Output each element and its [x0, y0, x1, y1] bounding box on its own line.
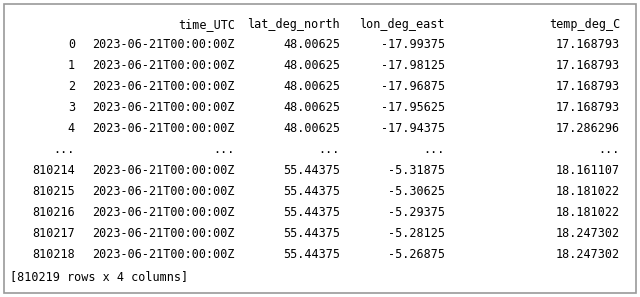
Text: 2023-06-21T00:00:00Z: 2023-06-21T00:00:00Z [93, 101, 235, 114]
Text: 55.44375: 55.44375 [283, 206, 340, 219]
Text: 2023-06-21T00:00:00Z: 2023-06-21T00:00:00Z [93, 227, 235, 240]
Text: ...: ... [424, 143, 445, 156]
Text: 2023-06-21T00:00:00Z: 2023-06-21T00:00:00Z [93, 80, 235, 93]
Text: 810218: 810218 [32, 248, 75, 261]
Text: 2: 2 [68, 80, 75, 93]
Text: 48.00625: 48.00625 [283, 38, 340, 51]
Text: ...: ... [319, 143, 340, 156]
Text: 17.168793: 17.168793 [556, 38, 620, 51]
Text: 2023-06-21T00:00:00Z: 2023-06-21T00:00:00Z [93, 206, 235, 219]
Text: 18.181022: 18.181022 [556, 206, 620, 219]
Text: -17.95625: -17.95625 [381, 101, 445, 114]
Text: -5.28125: -5.28125 [388, 227, 445, 240]
Text: 810214: 810214 [32, 164, 75, 177]
Text: 810215: 810215 [32, 185, 75, 198]
Text: -17.98125: -17.98125 [381, 59, 445, 72]
Text: 1: 1 [68, 59, 75, 72]
Text: 2023-06-21T00:00:00Z: 2023-06-21T00:00:00Z [93, 59, 235, 72]
Text: -5.26875: -5.26875 [388, 248, 445, 261]
Text: -5.29375: -5.29375 [388, 206, 445, 219]
Text: 2023-06-21T00:00:00Z: 2023-06-21T00:00:00Z [93, 248, 235, 261]
Text: -5.30625: -5.30625 [388, 185, 445, 198]
Text: -17.94375: -17.94375 [381, 122, 445, 135]
Text: 48.00625: 48.00625 [283, 101, 340, 114]
Text: 17.286296: 17.286296 [556, 122, 620, 135]
Text: 18.181022: 18.181022 [556, 185, 620, 198]
Text: ...: ... [54, 143, 75, 156]
Text: [810219 rows x 4 columns]: [810219 rows x 4 columns] [10, 270, 188, 283]
Text: lat_deg_north: lat_deg_north [248, 18, 340, 31]
Text: 48.00625: 48.00625 [283, 122, 340, 135]
Text: 810216: 810216 [32, 206, 75, 219]
Text: 2023-06-21T00:00:00Z: 2023-06-21T00:00:00Z [93, 164, 235, 177]
Text: 17.168793: 17.168793 [556, 80, 620, 93]
Text: -17.96875: -17.96875 [381, 80, 445, 93]
Text: temp_deg_C: temp_deg_C [548, 18, 620, 31]
Text: 4: 4 [68, 122, 75, 135]
Text: 18.247302: 18.247302 [556, 248, 620, 261]
Text: 0: 0 [68, 38, 75, 51]
Text: 2023-06-21T00:00:00Z: 2023-06-21T00:00:00Z [93, 185, 235, 198]
Text: 810217: 810217 [32, 227, 75, 240]
Text: 48.00625: 48.00625 [283, 80, 340, 93]
Text: -17.99375: -17.99375 [381, 38, 445, 51]
Text: 3: 3 [68, 101, 75, 114]
Text: 17.168793: 17.168793 [556, 101, 620, 114]
Text: 55.44375: 55.44375 [283, 185, 340, 198]
Text: 17.168793: 17.168793 [556, 59, 620, 72]
Text: 18.161107: 18.161107 [556, 164, 620, 177]
Text: 55.44375: 55.44375 [283, 227, 340, 240]
Text: 2023-06-21T00:00:00Z: 2023-06-21T00:00:00Z [93, 122, 235, 135]
Text: time_UTC: time_UTC [178, 18, 235, 31]
Text: 2023-06-21T00:00:00Z: 2023-06-21T00:00:00Z [93, 38, 235, 51]
Text: -5.31875: -5.31875 [388, 164, 445, 177]
Text: lon_deg_east: lon_deg_east [360, 18, 445, 31]
Text: 48.00625: 48.00625 [283, 59, 340, 72]
Text: ...: ... [598, 143, 620, 156]
Text: 55.44375: 55.44375 [283, 248, 340, 261]
Text: ...: ... [214, 143, 235, 156]
Text: 55.44375: 55.44375 [283, 164, 340, 177]
Text: 18.247302: 18.247302 [556, 227, 620, 240]
